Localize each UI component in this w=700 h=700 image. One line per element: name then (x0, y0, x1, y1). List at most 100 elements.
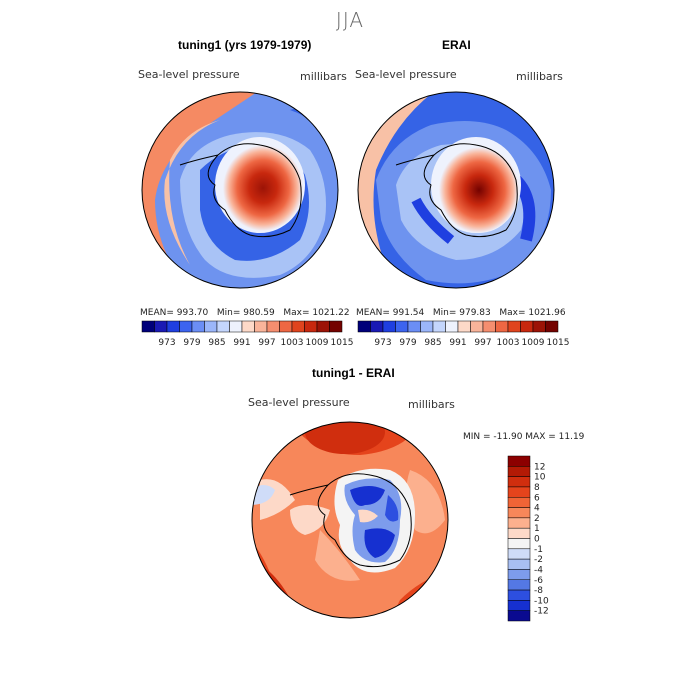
colorbar-model-tick-label: 973 (158, 338, 175, 348)
map-obs-slp (357, 91, 555, 289)
colorbar-diff-swatch (507, 527, 531, 539)
colorbar-diff-swatch (507, 455, 531, 467)
colorbar-diff-swatch (507, 507, 531, 519)
panel1-variable-label: Sea-level pressure (138, 68, 240, 81)
colorbar-model-tick-label: 979 (183, 338, 200, 348)
colorbar-obs-swatch (407, 320, 421, 333)
colorbar-obs-swatch (370, 320, 384, 333)
map-model-slp (141, 91, 339, 289)
panel1-min-label: Min= (216, 308, 241, 318)
colorbar-diff-tick-label: 8 (534, 483, 540, 493)
colorbar-diff-tick-label: -6 (534, 576, 543, 586)
colorbar-model: 973 979 985 991 997 1003 1009 1015 (141, 320, 353, 348)
colorbar-diff-swatch (507, 497, 531, 508)
panel-title-model: tuning1 (yrs 1979-1979) (178, 38, 312, 52)
colorbar-obs-tick-label: 1009 (522, 338, 545, 348)
colorbar-obs-swatch (382, 320, 396, 333)
colorbar-diff-swatch (507, 517, 531, 529)
panel-title-obs: ERAI (442, 38, 471, 52)
colorbar-model-swatch (166, 320, 180, 333)
colorbar-diff-tick-label: 0 (534, 535, 540, 545)
colorbar-model-tick-label: 997 (258, 338, 275, 348)
panel2-stats: MEAN= 991.54 Min= 979.83 Max= 1021.96 (356, 308, 566, 318)
colorbar-model-swatch (279, 320, 293, 333)
panel3-stats: MIN = -11.90 MAX = 11.19 (463, 432, 585, 442)
colorbar-obs-swatch (520, 320, 534, 333)
panel1-min-value: 980.59 (243, 308, 275, 318)
colorbar-obs-swatch (482, 320, 496, 333)
colorbar-diff-tick-label: -12 (534, 607, 549, 617)
colorbar-obs-tick-label: 991 (449, 338, 466, 348)
panel2-units-label: millibars (516, 70, 563, 83)
colorbar-diff-tick-label: 1 (534, 524, 540, 534)
colorbar-model-swatch (316, 320, 330, 333)
panel2-mean-label: MEAN= (356, 308, 390, 318)
colorbar-model-swatch (216, 320, 230, 333)
colorbar-diff-tick-label: -4 (534, 565, 543, 575)
colorbar-diff-tick-label: 6 (534, 493, 540, 503)
colorbar-obs-tick-label: 1003 (497, 338, 520, 348)
colorbar-obs-tick-label: 1015 (547, 338, 570, 348)
colorbar-model-swatch (304, 320, 318, 333)
colorbar-model-swatch (154, 320, 168, 333)
colorbar-diff-swatch (507, 569, 531, 580)
colorbar-obs-tick-label: 979 (399, 338, 416, 348)
colorbar-obs: 973 979 985 991 997 1003 1009 1015 (357, 320, 569, 348)
colorbar-obs-swatch (495, 320, 509, 333)
colorbar-diff-swatch (507, 589, 531, 601)
colorbar-obs-swatch (507, 320, 521, 333)
panel-title-diff: tuning1 - ERAI (312, 366, 395, 380)
colorbar-diff-tick-label: -2 (534, 555, 543, 565)
colorbar-diff-swatch (507, 548, 531, 560)
panel1-max-label: Max= (283, 308, 310, 318)
colorbar-obs-tick-label: 985 (424, 338, 441, 348)
colorbar-diff-tick-label: -8 (534, 586, 543, 596)
colorbar-model-swatch (266, 320, 280, 333)
colorbar-model-swatch (191, 320, 205, 333)
colorbar-diff-tick-label: -1 (534, 545, 543, 555)
panel2-min-value: 979.83 (459, 308, 491, 318)
colorbar-obs-swatch (357, 320, 371, 333)
colorbar-diff-swatch (507, 579, 531, 591)
colorbar-obs-swatch (432, 320, 446, 333)
panel3-variable-label: Sea-level pressure (248, 396, 350, 409)
panel1-mean-value: 993.70 (176, 308, 209, 318)
panel2-max-value: 1021.96 (528, 308, 566, 318)
panel1-max-value: 1021.22 (312, 308, 350, 318)
colorbar-obs-swatch (532, 320, 546, 333)
colorbar-model-tick-label: 991 (233, 338, 250, 348)
colorbar-model-tick-label: 1015 (331, 338, 354, 348)
colorbar-diff-swatch (507, 476, 531, 488)
colorbar-obs-tick-label: 997 (474, 338, 491, 348)
colorbar-model-swatch (291, 320, 305, 333)
colorbar-obs-swatch (420, 320, 434, 333)
colorbar-model-swatch (241, 320, 255, 333)
panel1-units-label: millibars (300, 70, 347, 83)
colorbar-obs-swatch (395, 320, 409, 333)
map-diff-slp (251, 421, 449, 619)
colorbar-obs-swatch (445, 320, 459, 333)
colorbar-obs-swatch (457, 320, 471, 333)
colorbar-model-swatch (329, 320, 343, 333)
colorbar-diff-tick-label: 12 (534, 462, 545, 472)
panel2-variable-label: Sea-level pressure (355, 68, 457, 81)
panel2-min-label: Min= (432, 308, 457, 318)
colorbar-obs-swatch (470, 320, 484, 333)
colorbar-obs-tick-label: 973 (374, 338, 391, 348)
colorbar-diff-swatch (507, 486, 531, 498)
panel1-mean-label: MEAN= (140, 308, 174, 318)
colorbar-diff-swatch (507, 610, 531, 622)
colorbar-diff-tick-label: 2 (534, 514, 540, 524)
colorbar-model-swatch (141, 320, 155, 333)
colorbar-diff-swatch (507, 600, 531, 611)
panel3-units-label: millibars (408, 398, 455, 411)
panel2-max-label: Max= (499, 308, 526, 318)
panel1-stats: MEAN= 993.70 Min= 980.59 Max= 1021.22 (140, 308, 350, 318)
colorbar-diff-swatch (507, 466, 531, 477)
colorbar-diff-tick-label: 10 (534, 473, 546, 483)
colorbar-diff-tick-label: -10 (534, 596, 549, 606)
colorbar-diff-tick-label: 4 (534, 504, 540, 514)
colorbar-model-swatch (254, 320, 268, 333)
figure-title: JJA (335, 8, 365, 32)
